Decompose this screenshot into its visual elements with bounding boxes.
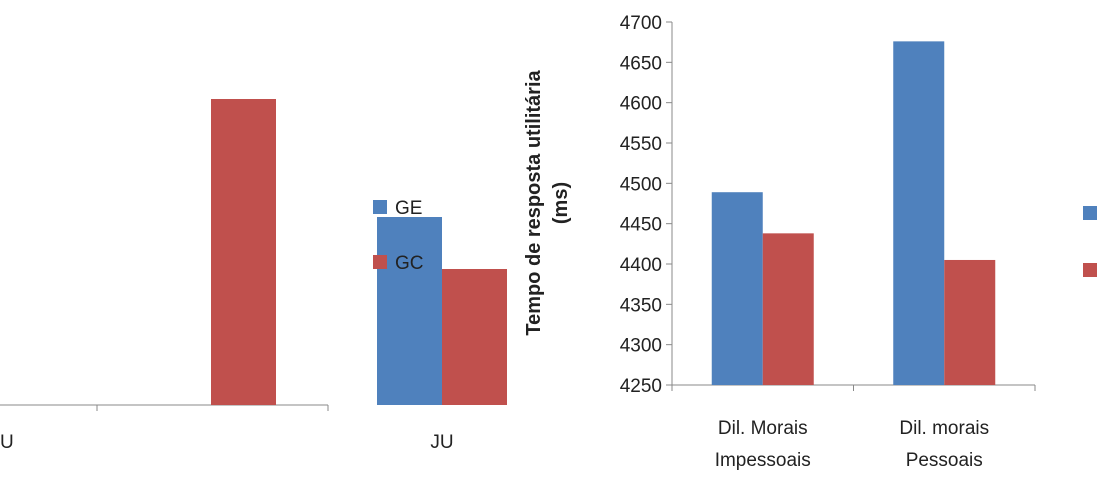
y-tick-label: 4550 [620, 134, 662, 155]
y-tick-label: 4350 [620, 295, 662, 316]
y-tick-label: 4700 [620, 13, 662, 34]
y-tick-label: 4650 [620, 53, 662, 74]
legend-marker [1083, 263, 1097, 277]
x-tick-label: Dil. morais [899, 418, 989, 439]
legend-marker [1083, 206, 1097, 220]
x-tick-label: JU [430, 432, 453, 453]
bar [893, 41, 945, 386]
y-tick-label: 4250 [620, 376, 662, 397]
bar [211, 99, 276, 405]
x-tick-label: Dil. Morais [718, 418, 808, 439]
bar [442, 269, 507, 405]
y-tick-label: 4450 [620, 215, 662, 236]
x-tick-label: U [0, 432, 14, 453]
y-tick-label: 4400 [620, 255, 662, 276]
bar [944, 259, 996, 385]
bar [762, 233, 814, 385]
legend-marker [373, 255, 387, 269]
bar [377, 217, 442, 405]
y-tick-label: 4600 [620, 94, 662, 115]
legend-marker [373, 200, 387, 214]
bar [711, 192, 763, 385]
y-tick-label: 4300 [620, 336, 662, 357]
y-tick-label: 4500 [620, 174, 662, 195]
y-axis-label: Tempo de resposta utilitária [523, 70, 545, 336]
x-tick-label: Pessoais [906, 450, 983, 471]
y-axis-label: (ms) [550, 182, 572, 224]
legend-label: GE [395, 198, 422, 219]
x-tick-label: Impessoais [715, 450, 811, 471]
legend-label: GC [395, 253, 424, 274]
